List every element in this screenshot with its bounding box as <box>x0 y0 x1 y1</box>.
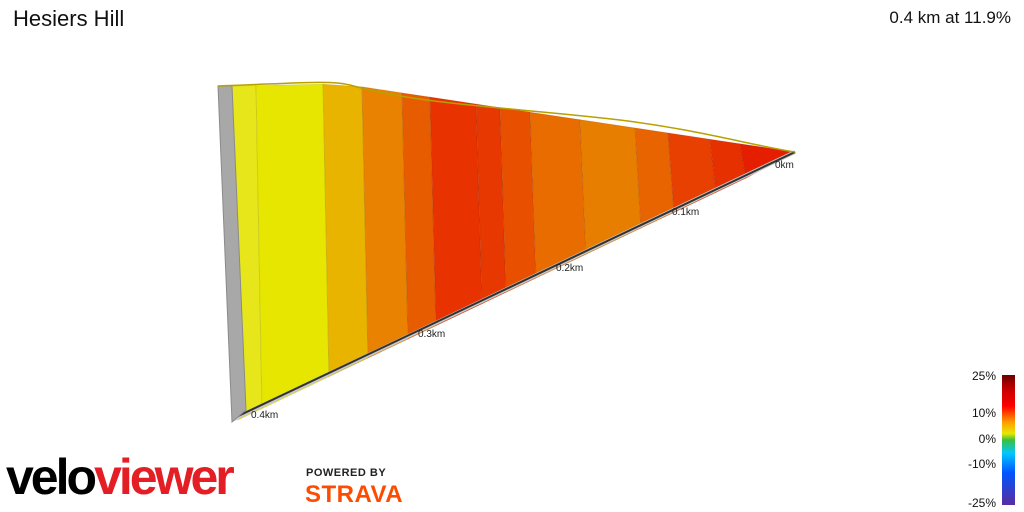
profile-base-shadow <box>233 151 796 419</box>
profile-gradient-face <box>361 86 409 359</box>
profile-gradient-face <box>429 96 483 327</box>
segment-summary: 0.4 km at 11.9% <box>889 8 1011 27</box>
legend-label-10: 10% <box>971 406 996 420</box>
legend-label-0: 0% <box>978 432 996 446</box>
powered-by-label: POWERED BY <box>306 467 387 479</box>
profile-gradient-face <box>579 119 642 256</box>
profile-gradient-face <box>529 111 587 279</box>
veloviewer-logo[interactable]: veloviewer <box>6 449 235 505</box>
profile-top-edge <box>217 81 796 153</box>
segment-title: Hesiers Hill <box>13 6 125 31</box>
distance-label-0-4km: 0.4km <box>251 410 279 421</box>
distance-label-0km: 0km <box>775 160 794 171</box>
gradient-legend-bar <box>1002 375 1015 505</box>
distance-label-0-2km: 0.2km <box>556 263 584 274</box>
logo-velo: velo <box>6 449 97 505</box>
logo-viewer: viewer <box>94 449 235 505</box>
legend-label-25: 25% <box>971 369 996 383</box>
legend-label-minus-25: -25% <box>967 496 996 510</box>
legend-label-minus-10: -10% <box>967 457 996 471</box>
profile-gradient-face <box>255 83 330 410</box>
distance-label-0-3km: 0.3km <box>418 329 446 340</box>
distance-label-0-1km: 0.1km <box>672 207 700 218</box>
profile-gradient-face <box>322 83 369 378</box>
strava-logo[interactable]: STRAVA <box>305 481 404 508</box>
